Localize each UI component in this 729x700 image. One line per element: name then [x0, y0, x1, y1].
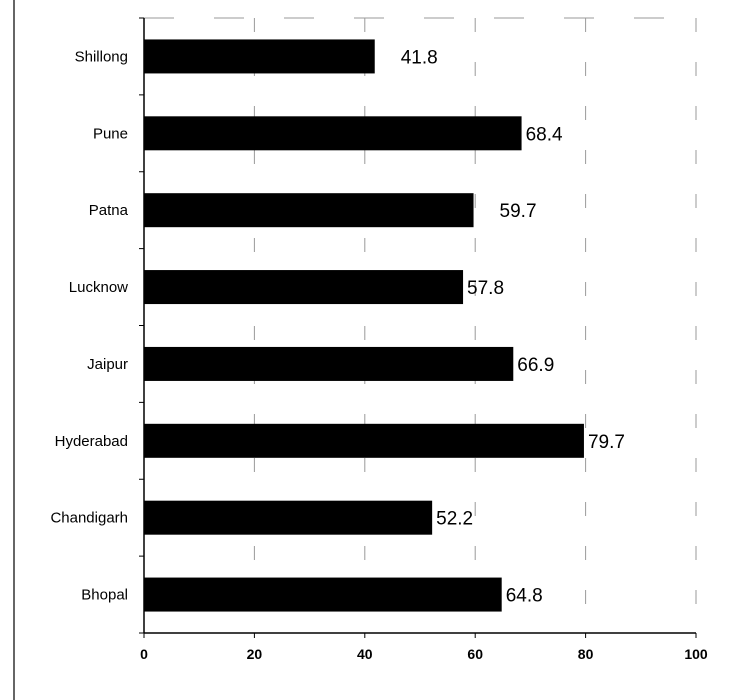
- category-label-bhopal: Bhopal: [81, 587, 128, 604]
- bar-hyderabad: [144, 423, 584, 458]
- labels: 0 20 40 60 80 100 Shillong 41.8 Pune 68.4 Patna 59.…: [50, 47, 707, 662]
- bar-lucknow: [144, 270, 464, 305]
- category-label-jaipur: Jaipur: [87, 356, 128, 373]
- category-label-hyderabad: Hyderabad: [55, 433, 128, 450]
- value-label-pune: 68.4: [526, 124, 563, 145]
- value-label-shillong: 41.8: [401, 47, 438, 68]
- value-label-lucknow: 57.8: [467, 278, 504, 299]
- category-label-pune: Pune: [93, 125, 128, 142]
- x-tick-label-3: 60: [467, 646, 483, 662]
- category-label-lucknow: Lucknow: [69, 279, 128, 296]
- bar-patna: [144, 193, 474, 228]
- x-tick-label-2: 40: [357, 646, 373, 662]
- value-label-chandigarh: 52.2: [436, 509, 473, 530]
- bar-shillong: [144, 39, 375, 74]
- x-tick-label-1: 20: [247, 646, 263, 662]
- bar-jaipur: [144, 346, 514, 381]
- x-tick-label-0: 0: [140, 646, 148, 662]
- category-label-chandigarh: Chandigarh: [50, 510, 128, 527]
- axes: [13, 0, 697, 700]
- x-tick-label-4: 80: [578, 646, 594, 662]
- bar-chandigarh: [144, 500, 433, 535]
- value-label-jaipur: 66.9: [517, 355, 554, 376]
- category-label-patna: Patna: [89, 202, 129, 219]
- bar-pune: [144, 116, 522, 151]
- value-label-bhopal: 64.8: [506, 586, 543, 607]
- gridlines: [144, 17, 697, 633]
- bar-bhopal: [144, 577, 502, 612]
- bars: [144, 39, 584, 612]
- value-label-hyderabad: 79.7: [588, 432, 625, 453]
- value-label-patna: 59.7: [500, 201, 537, 222]
- x-tick-label-5: 100: [684, 646, 708, 662]
- category-label-shillong: Shillong: [75, 48, 128, 65]
